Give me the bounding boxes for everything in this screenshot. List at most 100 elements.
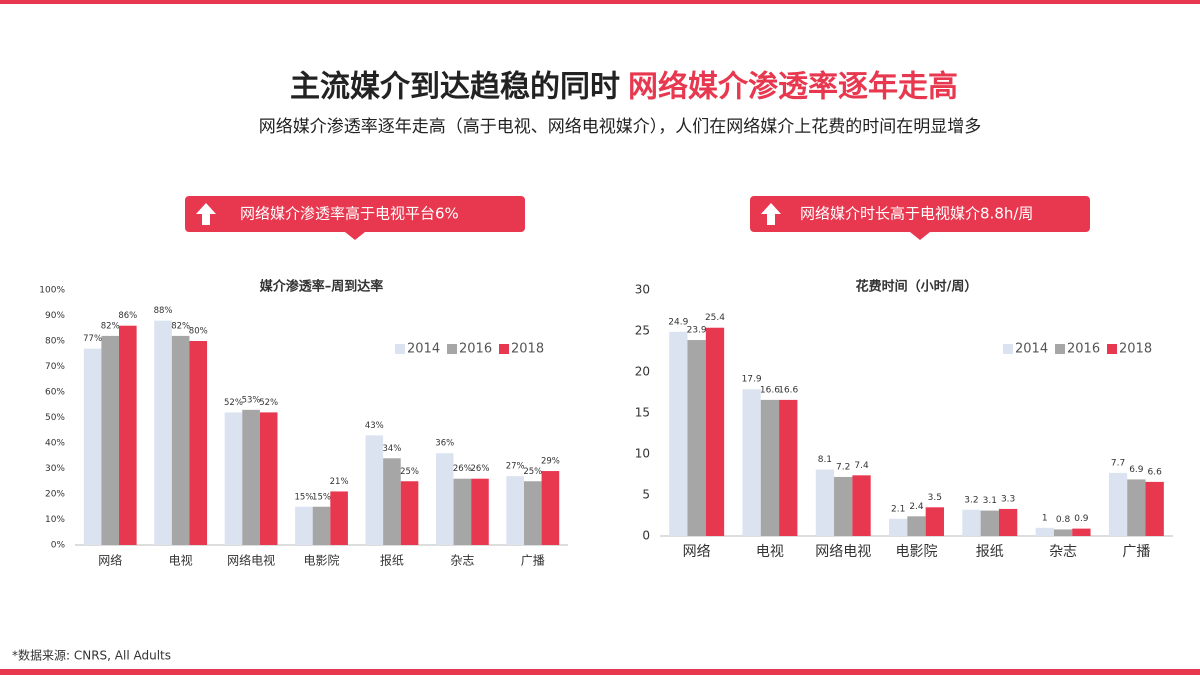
- y-tick-label: 10%: [45, 515, 65, 525]
- y-tick-label: 70%: [45, 362, 65, 372]
- value-label: 53%: [242, 395, 261, 405]
- value-label: 16.6: [760, 385, 780, 395]
- bar: [687, 340, 706, 536]
- bar: [189, 341, 208, 545]
- bar: [365, 435, 384, 545]
- legend-swatch: [1055, 344, 1065, 354]
- x-tick-label: 电视: [756, 544, 784, 560]
- value-label: 2.1: [891, 504, 905, 514]
- value-label: 80%: [189, 327, 208, 337]
- value-label: 52%: [259, 398, 278, 408]
- x-tick-label: 广播: [521, 554, 545, 568]
- bar: [1127, 479, 1146, 536]
- value-label: 43%: [365, 421, 384, 431]
- value-label: 34%: [382, 444, 401, 454]
- callout: 网络媒介渗透率高于电视平台6%: [185, 196, 525, 240]
- x-tick-label: 杂志: [1049, 544, 1077, 560]
- bar: [760, 399, 780, 536]
- value-label: 52%: [224, 398, 243, 408]
- value-label: 23.9: [687, 326, 707, 336]
- bar: [523, 481, 542, 545]
- x-tick-label: 杂志: [450, 554, 474, 568]
- value-label: 7.2: [836, 462, 850, 472]
- legend-label: 2016: [1067, 342, 1100, 357]
- y-tick-label: 40%: [45, 439, 65, 449]
- bar: [312, 506, 331, 545]
- bar: [1145, 481, 1164, 536]
- bar: [779, 399, 798, 536]
- y-tick-label: 15: [635, 406, 650, 420]
- bar: [925, 507, 944, 536]
- y-tick-label: 60%: [45, 388, 65, 398]
- subtitle: 网络媒介渗透率逐年走高（高于电视、网络电视媒介），人们在网络媒介上花费的时间在明…: [259, 117, 982, 137]
- y-tick-label: 90%: [45, 311, 65, 321]
- bar: [400, 481, 419, 545]
- footnote: *数据来源: CNRS, All Adults: [12, 648, 171, 663]
- bar: [1035, 527, 1054, 536]
- value-label: 6.9: [1129, 465, 1144, 475]
- value-label: 27%: [506, 462, 525, 472]
- bar: [506, 476, 524, 545]
- y-tick-label: 25: [635, 324, 650, 338]
- legend-swatch: [447, 344, 457, 354]
- legend-label: 2014: [407, 342, 440, 357]
- value-label: 7.4: [854, 461, 869, 471]
- value-label: 25%: [523, 467, 542, 477]
- value-label: 86%: [118, 311, 137, 321]
- value-label: 7.7: [1111, 458, 1125, 468]
- value-label: 26%: [453, 464, 472, 474]
- title-black: 主流媒介到达趋稳的同时: [290, 70, 620, 105]
- bar: [834, 476, 853, 536]
- value-label: 3.1: [983, 496, 997, 506]
- value-label: 25.4: [705, 313, 725, 323]
- value-label: 25%: [400, 467, 419, 477]
- y-tick-label: 30%: [45, 464, 65, 474]
- x-tick-label: 报纸: [380, 553, 404, 568]
- y-tick-label: 30: [635, 283, 650, 297]
- legend-swatch: [1003, 344, 1013, 354]
- value-label: 3.5: [928, 493, 942, 503]
- bar: [1072, 528, 1091, 536]
- bar: [383, 458, 401, 545]
- bar: [471, 478, 489, 545]
- legend-label: 2018: [511, 342, 544, 357]
- y-tick-label: 5: [642, 488, 650, 502]
- bar: [295, 506, 313, 545]
- title-red: 网络媒介渗透率逐年走高: [628, 70, 958, 105]
- bottom-bar: [0, 669, 1200, 675]
- x-tick-label: 电视: [169, 553, 193, 568]
- y-tick-label: 20: [635, 365, 650, 379]
- legend-swatch: [499, 344, 509, 354]
- y-tick-label: 100%: [39, 286, 65, 296]
- bar: [669, 331, 688, 536]
- bar: [1108, 472, 1128, 536]
- legend-swatch: [1107, 344, 1117, 354]
- callout-text: 网络媒介渗透率高于电视平台6%: [240, 205, 459, 223]
- bar: [980, 510, 999, 536]
- value-label: 36%: [435, 439, 454, 449]
- y-tick-label: 10: [635, 447, 650, 461]
- bar: [541, 471, 560, 545]
- bar: [742, 389, 761, 536]
- value-label: 0.9: [1074, 514, 1089, 524]
- value-label: 2.4: [909, 502, 924, 512]
- value-label: 77%: [83, 334, 102, 344]
- bar: [330, 491, 348, 545]
- bar: [119, 325, 137, 545]
- x-tick-label: 网络电视: [227, 553, 275, 568]
- value-label: 15%: [312, 492, 331, 502]
- bar: [83, 348, 102, 545]
- bar: [224, 412, 243, 545]
- value-label: 6.6: [1148, 467, 1163, 477]
- value-label: 0.8: [1056, 515, 1071, 525]
- value-label: 26%: [471, 464, 490, 474]
- bar: [154, 320, 172, 545]
- bar: [435, 453, 454, 545]
- y-tick-label: 80%: [45, 337, 65, 347]
- legend-swatch: [395, 344, 405, 354]
- legend-label: 2014: [1015, 342, 1048, 357]
- chart-title: 花费时间（小时/周）: [856, 279, 978, 295]
- bar: [171, 335, 190, 545]
- bar: [815, 469, 835, 536]
